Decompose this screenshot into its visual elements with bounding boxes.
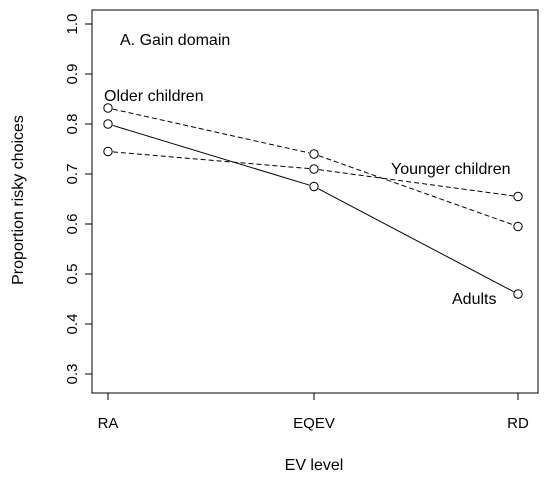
data-point-older-children [103, 103, 113, 113]
x-tick-label: EQEV [293, 415, 335, 432]
y-axis-title: Proportion risky choices [10, 115, 27, 285]
data-point-younger-children [103, 146, 113, 157]
series-line-adults [318, 188, 514, 293]
series-line-older-children [318, 155, 514, 226]
data-point-younger-children [309, 164, 319, 174]
series-lines [112, 108, 514, 293]
data-point-older-children [309, 149, 319, 159]
series-line-adults [112, 124, 310, 186]
series-label-older-children: Older children [104, 88, 204, 105]
data-point-adults [309, 181, 319, 192]
y-tick-label: 0.6 [64, 214, 81, 235]
series-line-younger-children [318, 169, 514, 197]
x-axis-title: EV level [285, 457, 344, 474]
data-point-adults [103, 119, 113, 129]
series-line-younger-children [112, 151, 310, 170]
series-points [103, 103, 523, 299]
data-point-older-children [513, 221, 523, 232]
x-tick-label: RA [98, 415, 119, 432]
y-tick-label: 0.8 [64, 114, 81, 135]
y-tick-label: 0.7 [64, 164, 81, 185]
panel-label: A. Gain domain [120, 32, 230, 49]
x-tick-label: RD [507, 415, 529, 432]
y-tick-label: 0.9 [64, 64, 81, 85]
series-label-adults: Adults [452, 291, 496, 308]
y-tick-label: 0.3 [64, 364, 81, 385]
data-point-adults [513, 289, 523, 299]
data-point-younger-children [513, 191, 523, 202]
y-tick-label: 1.0 [64, 14, 81, 35]
series-label-younger-children: Younger children [391, 161, 511, 178]
plot-frame [91, 9, 539, 394]
y-tick-label: 0.5 [64, 264, 81, 285]
y-axis: 0.3 0.4 0.5 0.6 0.7 0.8 0.9 1.0 [64, 14, 93, 385]
series-line-older-children [112, 108, 310, 154]
y-tick-label: 0.4 [64, 314, 81, 335]
x-axis: RA EQEV RD [98, 392, 529, 432]
